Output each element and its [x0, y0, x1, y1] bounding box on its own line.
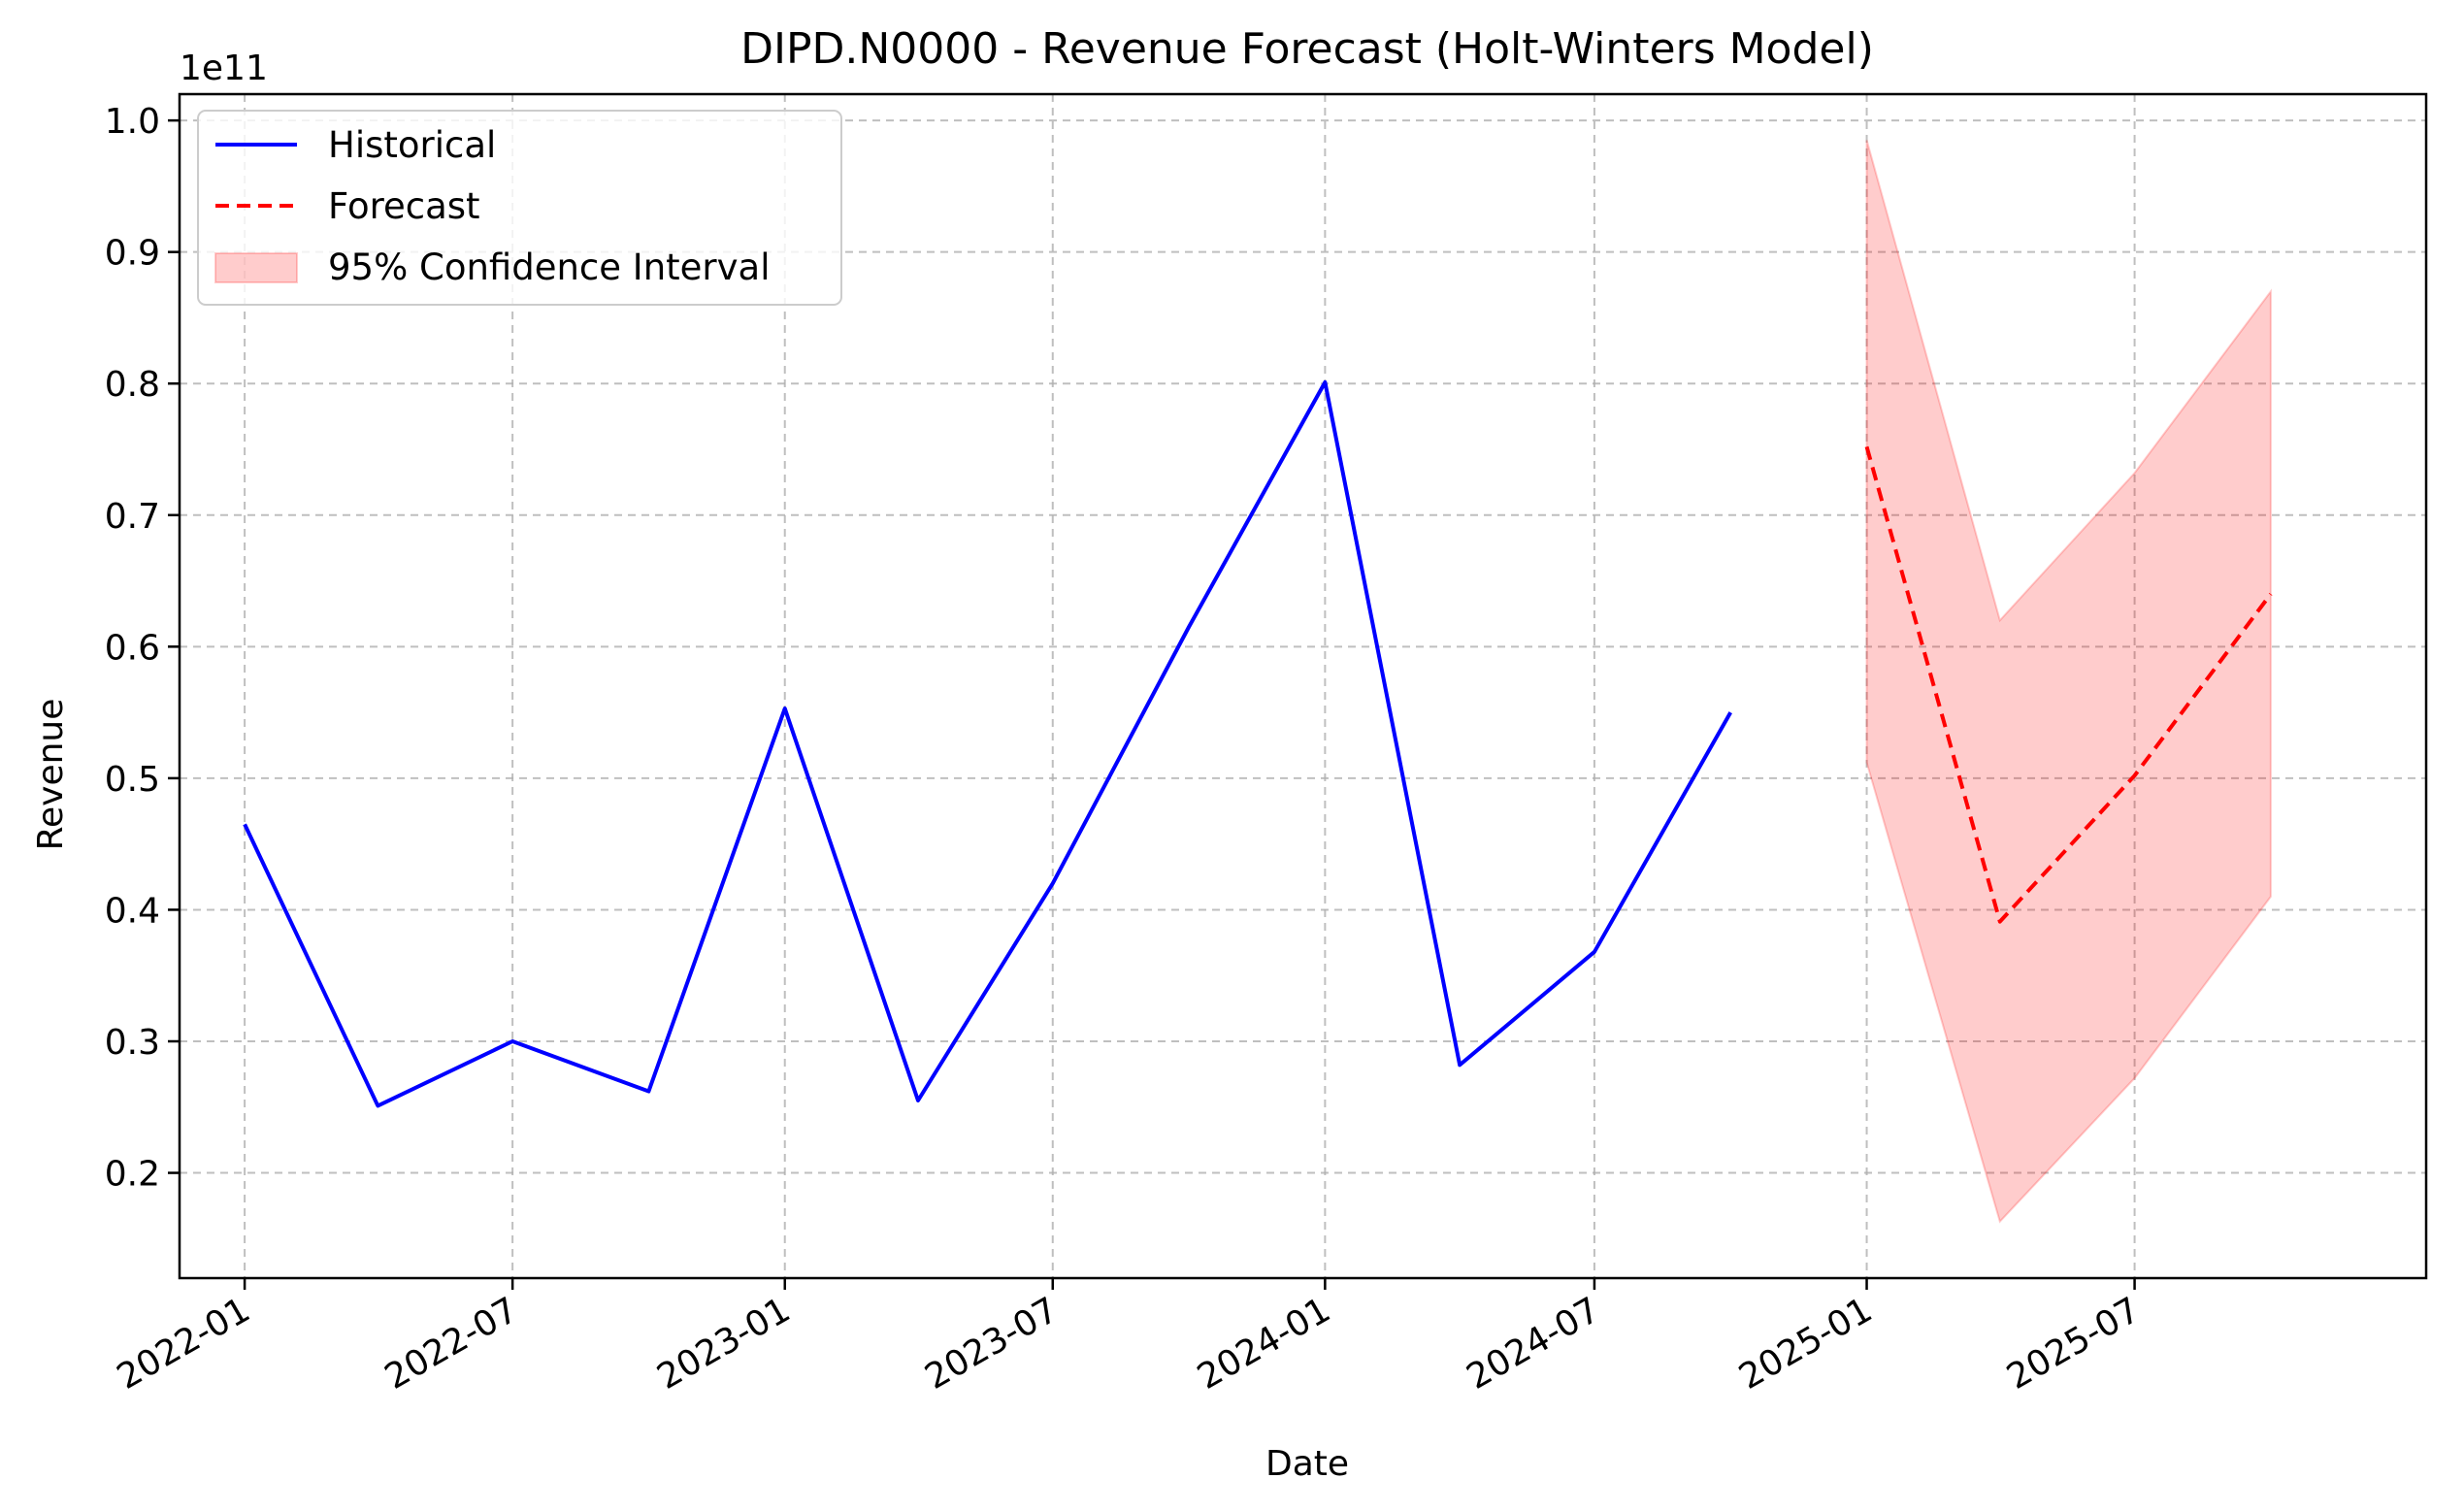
y-axis-label: Revenue: [31, 699, 71, 851]
y-tick-label: 0.6: [105, 628, 160, 668]
historical-series-line: [243, 379, 1732, 1108]
plot-frame: [178, 92, 2428, 1280]
legend-label-forecast: Forecast: [328, 185, 480, 227]
series-layer: [243, 379, 2273, 1108]
y-tick-label: 1.0: [105, 102, 160, 142]
legend-label-confidence-interval: 95% Confidence Interval: [328, 247, 771, 288]
chart-title: DIPD.N0000 - Revenue Forecast (Holt-Wint…: [740, 24, 1874, 74]
forecast-series-line: [1864, 445, 2273, 924]
y-tick-label: 0.2: [105, 1155, 160, 1195]
legend-box: [197, 110, 842, 306]
y-tick-label: 0.7: [105, 497, 160, 537]
y-axis-offset-label: 1e11: [180, 49, 268, 88]
y-tick-label: 0.5: [105, 760, 160, 800]
y-tick-label: 0.3: [105, 1023, 160, 1063]
legend-swatch-confidence-interval: [214, 252, 298, 283]
x-axis-label: Date: [1265, 1444, 1349, 1484]
y-axis-ticks: 0.2 0.3 0.4 0.5 0.6 0.7 0.8 0.9 1.0: [105, 102, 180, 1195]
y-tick-label: 0.4: [105, 891, 160, 931]
confidence-interval-band: [1865, 140, 2272, 1224]
legend-label-historical: Historical: [328, 124, 496, 166]
y-tick-label: 0.8: [105, 365, 160, 405]
confidence-band-layer: [1865, 140, 2272, 1224]
y-tick-label: 0.9: [105, 234, 160, 274]
legend: Historical Forecast 95% Confidence Inter…: [197, 110, 842, 306]
